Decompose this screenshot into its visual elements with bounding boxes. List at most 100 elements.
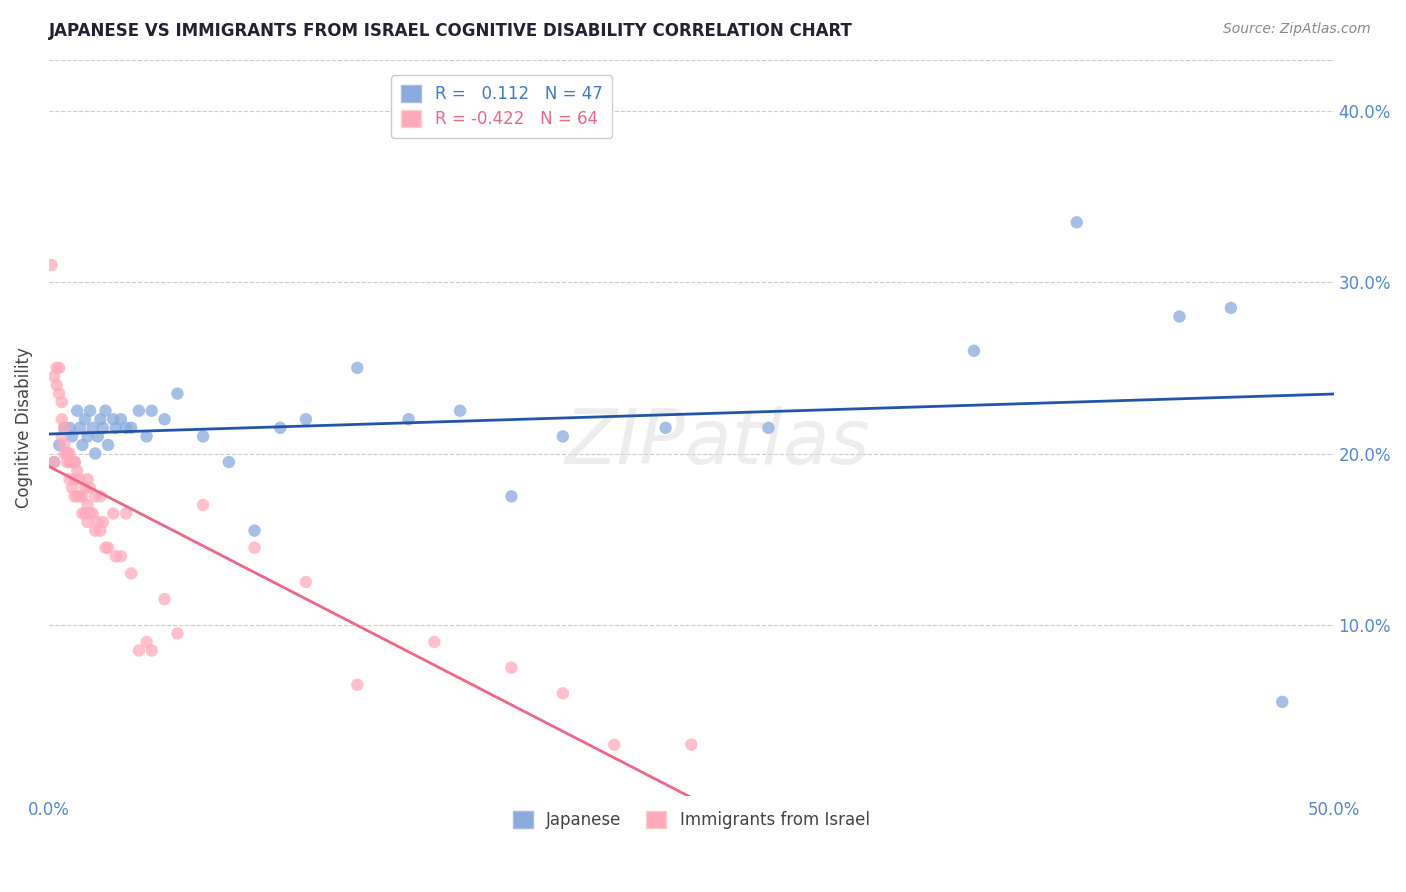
- Point: [48, 386, 70, 401]
- Point: [1168, 310, 1191, 324]
- Point: [191, 429, 214, 443]
- Point: [60, 429, 83, 443]
- Point: [120, 566, 142, 581]
- Point: [153, 412, 176, 426]
- Point: [84, 524, 107, 538]
- Legend: Japanese, Immigrants from Israel: Japanese, Immigrants from Israel: [506, 804, 876, 836]
- Point: [398, 412, 420, 426]
- Point: [115, 507, 138, 521]
- Point: [79, 403, 101, 417]
- Point: [60, 455, 83, 469]
- Point: [42, 455, 65, 469]
- Point: [53, 421, 76, 435]
- Point: [218, 455, 240, 469]
- Point: [48, 438, 70, 452]
- Point: [153, 592, 176, 607]
- Point: [551, 429, 574, 443]
- Point: [66, 464, 89, 478]
- Point: [963, 343, 986, 358]
- Point: [76, 515, 98, 529]
- Y-axis label: Cognitive Disability: Cognitive Disability: [15, 347, 32, 508]
- Point: [128, 403, 150, 417]
- Point: [295, 412, 318, 426]
- Point: [551, 686, 574, 700]
- Point: [269, 421, 291, 435]
- Point: [128, 643, 150, 657]
- Point: [58, 455, 80, 469]
- Point: [48, 360, 70, 375]
- Point: [53, 438, 76, 452]
- Point: [103, 507, 125, 521]
- Point: [97, 541, 120, 555]
- Point: [501, 660, 523, 674]
- Point: [104, 549, 127, 564]
- Point: [135, 635, 157, 649]
- Point: [654, 421, 676, 435]
- Point: [82, 421, 104, 435]
- Point: [243, 524, 266, 538]
- Point: [87, 515, 110, 529]
- Point: [58, 421, 80, 435]
- Point: [295, 574, 318, 589]
- Point: [82, 507, 104, 521]
- Point: [72, 507, 94, 521]
- Point: [66, 489, 89, 503]
- Point: [69, 421, 91, 435]
- Point: [53, 421, 76, 435]
- Point: [58, 446, 80, 460]
- Point: [346, 678, 368, 692]
- Point: [53, 446, 76, 460]
- Point: [89, 489, 111, 503]
- Point: [449, 403, 471, 417]
- Text: ZIPatlas: ZIPatlas: [564, 406, 870, 480]
- Point: [91, 421, 114, 435]
- Text: Source: ZipAtlas.com: Source: ZipAtlas.com: [1223, 22, 1371, 37]
- Point: [63, 489, 86, 503]
- Point: [69, 489, 91, 503]
- Point: [1219, 301, 1241, 315]
- Point: [681, 738, 703, 752]
- Point: [66, 403, 89, 417]
- Point: [69, 472, 91, 486]
- Point: [89, 524, 111, 538]
- Point: [110, 412, 132, 426]
- Point: [94, 403, 117, 417]
- Point: [1066, 215, 1088, 229]
- Point: [104, 421, 127, 435]
- Point: [103, 412, 125, 426]
- Point: [97, 438, 120, 452]
- Point: [120, 421, 142, 435]
- Point: [45, 360, 67, 375]
- Point: [191, 498, 214, 512]
- Point: [94, 541, 117, 555]
- Point: [73, 481, 96, 495]
- Point: [72, 489, 94, 503]
- Point: [76, 472, 98, 486]
- Point: [243, 541, 266, 555]
- Point: [56, 455, 79, 469]
- Point: [56, 446, 79, 460]
- Point: [758, 421, 780, 435]
- Point: [73, 412, 96, 426]
- Point: [63, 455, 86, 469]
- Point: [166, 626, 188, 640]
- Point: [42, 455, 65, 469]
- Point: [135, 429, 157, 443]
- Point: [89, 412, 111, 426]
- Point: [346, 360, 368, 375]
- Point: [84, 489, 107, 503]
- Point: [76, 429, 98, 443]
- Point: [79, 481, 101, 495]
- Point: [45, 378, 67, 392]
- Point: [58, 472, 80, 486]
- Point: [87, 429, 110, 443]
- Point: [501, 489, 523, 503]
- Point: [115, 421, 138, 435]
- Text: JAPANESE VS IMMIGRANTS FROM ISRAEL COGNITIVE DISABILITY CORRELATION CHART: JAPANESE VS IMMIGRANTS FROM ISRAEL COGNI…: [49, 22, 853, 40]
- Point: [73, 507, 96, 521]
- Point: [51, 395, 73, 409]
- Point: [141, 403, 163, 417]
- Point: [51, 412, 73, 426]
- Point: [41, 258, 63, 272]
- Point: [1271, 695, 1294, 709]
